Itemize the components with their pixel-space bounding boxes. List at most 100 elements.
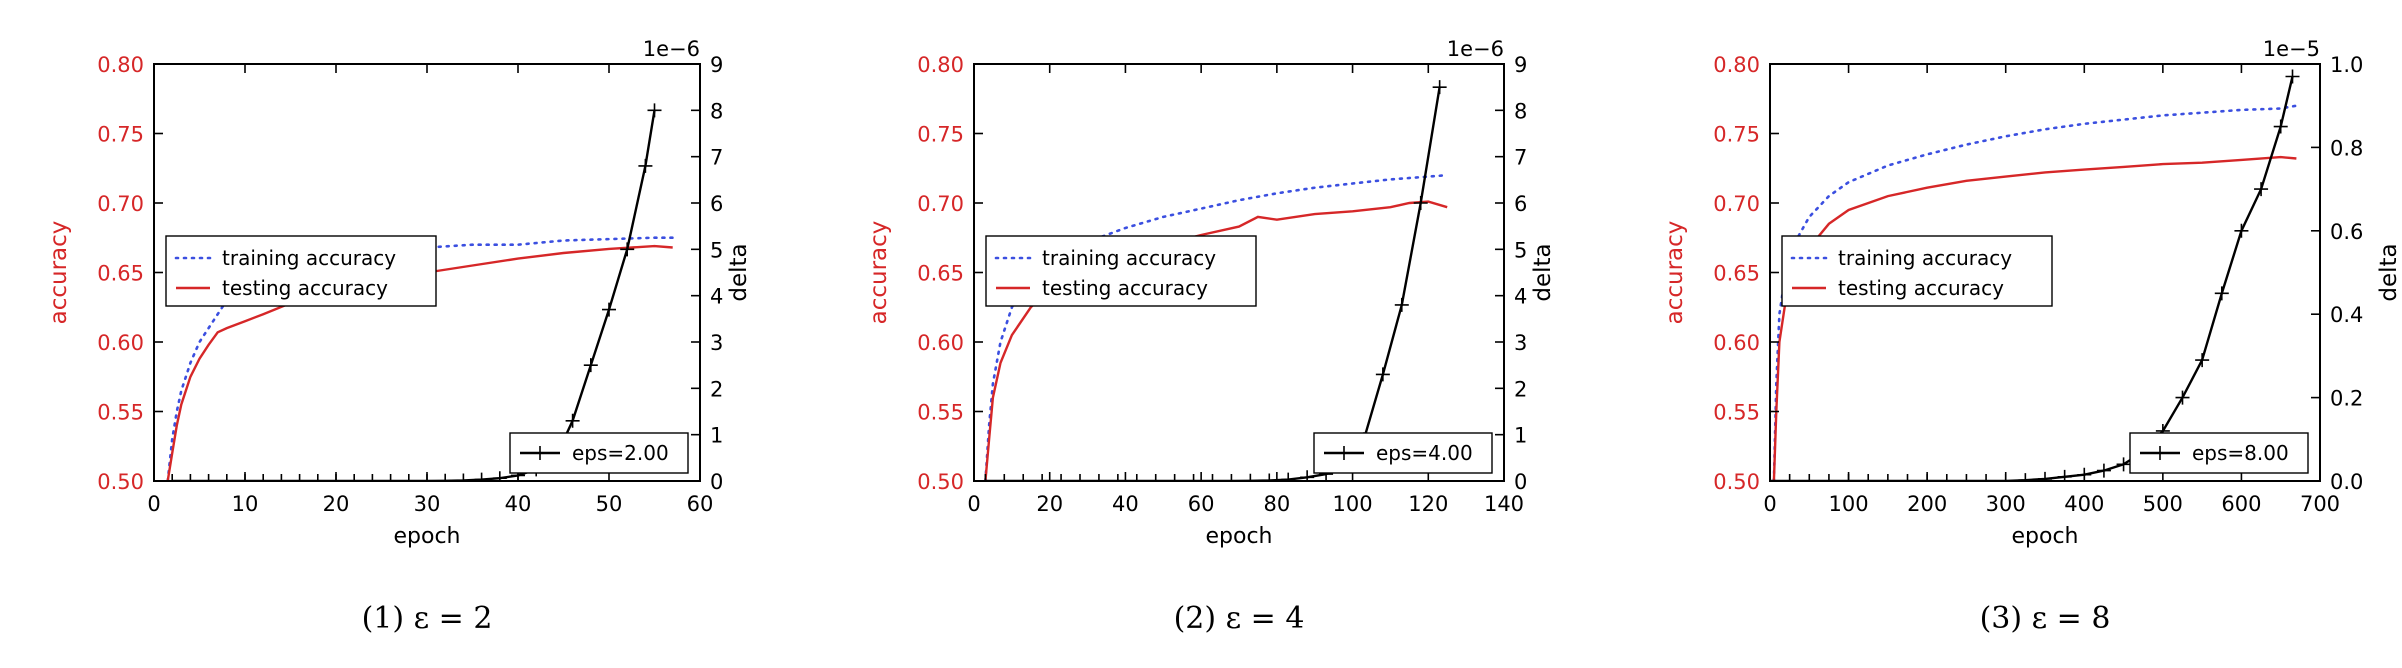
chart-1: 0 10 20 30 40 50 60epoch0.500.550.600.650.700.… [46, 37, 752, 636]
delta-point-marker [1413, 196, 1428, 210]
series-line-testing-accuracy [166, 244, 673, 481]
y-axis-label: accuracy [46, 221, 72, 325]
delta-point-marker [1224, 474, 1239, 481]
x-tick-label: 80 [1263, 492, 1290, 516]
delta-point-marker [638, 158, 653, 173]
x-tick-label: 60 [687, 492, 714, 516]
delta-point-marker [2254, 182, 2269, 197]
delta-point-marker [401, 474, 416, 481]
legend-accuracy: training accuracy testing accuracy [165, 235, 437, 307]
y2-tick-label: 1 [710, 424, 723, 448]
x-tick-label: 40 [1112, 492, 1139, 516]
delta-point-marker [2096, 463, 2111, 478]
legend-delta: eps=8.00 [2129, 432, 2309, 474]
x-axis: 0 10 20 30 40 50 60 epoch [147, 64, 713, 549]
x-tick-label: 0 [967, 492, 980, 516]
legend-accuracy: training accuracy testing accuracy [985, 235, 1257, 307]
y-tick-label: 0.75 [97, 123, 144, 147]
delta-point-marker [1821, 474, 1836, 481]
delta-point-marker [219, 474, 234, 481]
delta-point-marker [1979, 474, 1994, 481]
series-line-training-accuracy [1772, 104, 2298, 481]
x-tick-label: 20 [323, 492, 350, 516]
x-tick-label: 140 [1484, 492, 1524, 516]
x-axis-label: epoch [394, 524, 461, 549]
series-line-training-accuracy [984, 173, 1449, 481]
delta-point-marker [2057, 469, 2072, 481]
y2-tick-label: 6 [710, 192, 723, 216]
y-tick-label: 0.75 [1713, 123, 1760, 147]
delta-point-marker [1880, 474, 1895, 481]
y2-tick-label: 0.4 [2330, 303, 2363, 327]
delta-point-marker [2038, 471, 2052, 481]
y-tick-label: 0.80 [97, 53, 144, 77]
delta-point-marker [1035, 474, 1050, 481]
y2-tick-label: 8 [710, 99, 723, 123]
delta-point-marker [997, 474, 1012, 481]
legend-label-testing: testing accuracy [1838, 276, 2004, 300]
y2-tick-label: 0.2 [2330, 387, 2363, 411]
delta-point-marker [2214, 286, 2229, 301]
delta-point-marker [2175, 390, 2190, 405]
delta-point-marker [583, 358, 598, 373]
x-tick-label: 50 [596, 492, 623, 516]
delta-point-marker [292, 474, 307, 481]
delta-point-marker [620, 242, 635, 257]
y2-tick-label: 2 [1514, 377, 1527, 401]
y2-tick-label: 7 [710, 146, 723, 170]
y2-tick-label: 4 [710, 285, 723, 309]
delta-point-marker [1205, 474, 1220, 481]
y-axis-label: accuracy [866, 221, 892, 325]
y-axis-left: 0.50 0.55 0.60 0.65 0.70 0.75 0.80 accuracy [866, 53, 983, 494]
delta-point-marker [1375, 367, 1390, 382]
x-tick-label: 200 [1907, 492, 1947, 516]
legend-label-delta: eps=2.00 [572, 441, 669, 465]
y-tick-label: 0.50 [1713, 470, 1760, 494]
x-tick-label: 100 [1333, 492, 1373, 516]
y2-tick-label: 0 [1514, 470, 1527, 494]
y-axis-left: 0.50 0.55 0.60 0.65 0.70 0.75 0.80 accuracy [1662, 53, 1779, 494]
x-axis: 0 100 200 300 400 500 600 700 epoch [1763, 64, 2340, 549]
delta-point-marker [1091, 474, 1106, 481]
delta-point-marker [2234, 223, 2249, 238]
delta-point-marker [1802, 474, 1817, 481]
subfigure-caption: (1) ε = 2 [362, 601, 493, 636]
y2-tick-label: 2 [710, 377, 723, 401]
delta-point-marker [1432, 80, 1447, 95]
x-tick-label: 40 [505, 492, 532, 516]
x-tick-label: 500 [2143, 492, 2183, 516]
y2-tick-label: 5 [710, 238, 723, 262]
legend-label-delta: eps=8.00 [2192, 441, 2289, 465]
delta-point-marker [274, 474, 289, 481]
y-tick-label: 0.65 [97, 262, 144, 286]
delta-point-marker [256, 474, 271, 481]
chart-3: 0 100 200 300 400 500 600 700epoch0.500.550.600… [1662, 37, 2402, 636]
y-tick-label: 0.75 [917, 123, 964, 147]
x-tick-label: 700 [2300, 492, 2340, 516]
x-tick-label: 600 [2221, 492, 2261, 516]
y2-tick-label: 9 [710, 53, 723, 77]
delta-point-marker [602, 302, 616, 317]
x-axis-label: epoch [2012, 524, 2079, 549]
y-tick-label: 0.50 [917, 470, 964, 494]
y2-offset-text: 1e−6 [1447, 37, 1504, 61]
legend-delta: eps=4.00 [1313, 432, 1493, 474]
x-tick-label: 60 [1188, 492, 1215, 516]
delta-point-marker [2195, 353, 2210, 368]
y-tick-label: 0.50 [97, 470, 144, 494]
y-axis-right: 0 1 2 3 4 5 6 7 8 9 delta 1e−6 [643, 37, 752, 494]
x-tick-label: 30 [414, 492, 441, 516]
subfigure-caption: (2) ε = 4 [1174, 601, 1305, 636]
delta-point-marker [347, 474, 362, 481]
x-tick-label: 10 [232, 492, 259, 516]
y-tick-label: 0.55 [1713, 401, 1760, 425]
x-axis-label: epoch [1206, 524, 1273, 549]
y2-tick-label: 3 [710, 331, 723, 355]
legend-label-training: training accuracy [1838, 246, 2012, 270]
delta-point-marker [183, 474, 198, 481]
y2-tick-label: 0 [710, 470, 723, 494]
delta-point-marker [2285, 69, 2300, 84]
y-axis-right: 0 1 2 3 4 5 6 7 8 9 delta 1e−6 [1447, 37, 1556, 494]
